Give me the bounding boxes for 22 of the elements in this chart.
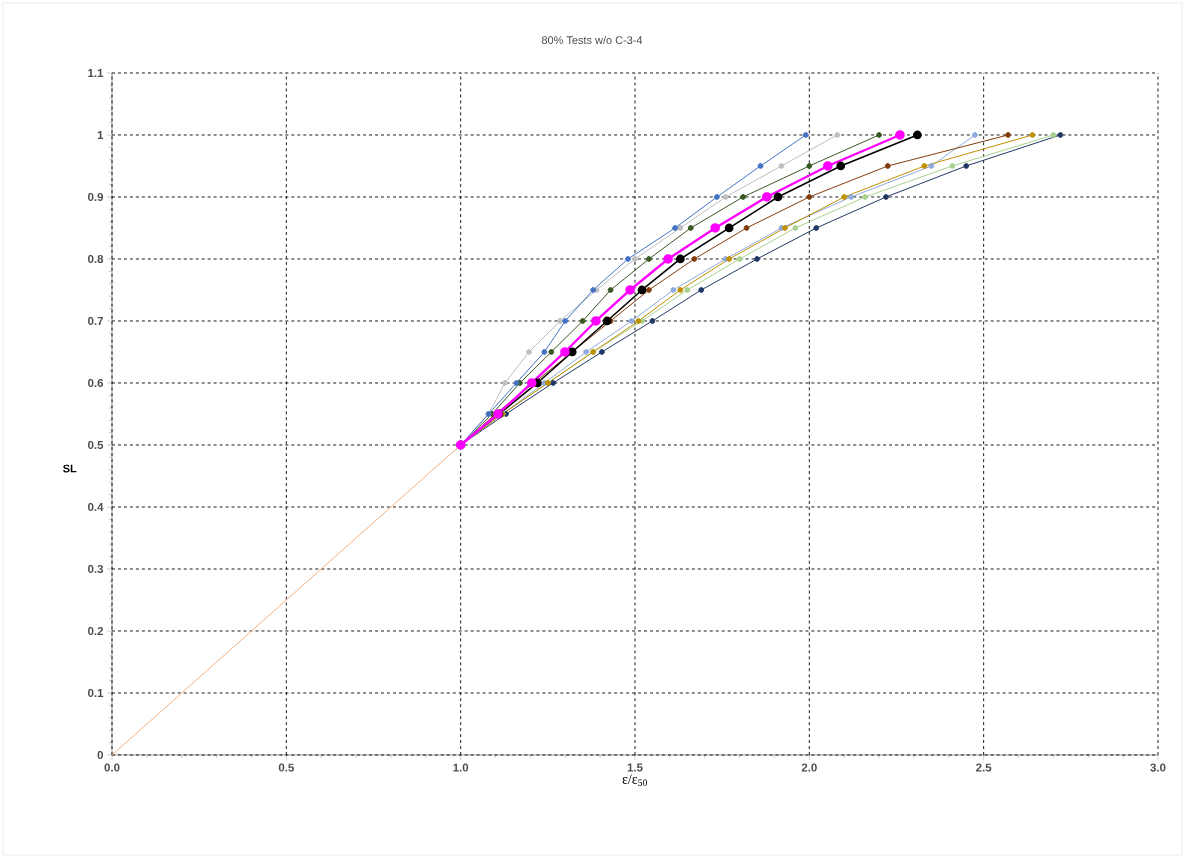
y-tick-label: 0 [97,750,104,760]
y-axis-title: SL [63,464,77,473]
y-tick-label: 0.1 [88,688,104,698]
x-tick-label: 1.0 [453,763,469,772]
y-tick-label: 0.4 [88,502,104,512]
x-tick-label: 2.0 [801,763,817,772]
y-tick-label: 0.5 [88,440,104,450]
y-tick-label: 0.2 [88,626,104,636]
y-tick-label: 0.9 [88,192,104,202]
x-axis-title: ε/ε$_{50}$ [622,774,648,786]
y-tick-label: 1 [97,131,104,139]
x-tick-label: 0.5 [278,763,294,772]
chart-title: 80% Tests w/o C-3-4 [541,35,643,45]
y-tick-label: 1.1 [88,69,104,77]
y-tick-label: 0.7 [88,316,103,326]
x-tick-label: 3.0 [1150,763,1166,772]
x-tick-label: 2.5 [976,763,992,772]
y-tick-label: 0.3 [88,564,104,574]
x-tick-label: 1.5 [627,763,643,772]
y-tick-label: 0.8 [88,254,104,264]
x-tick-label: 0.0 [104,763,120,772]
y-tick-label: 0.6 [88,378,104,388]
